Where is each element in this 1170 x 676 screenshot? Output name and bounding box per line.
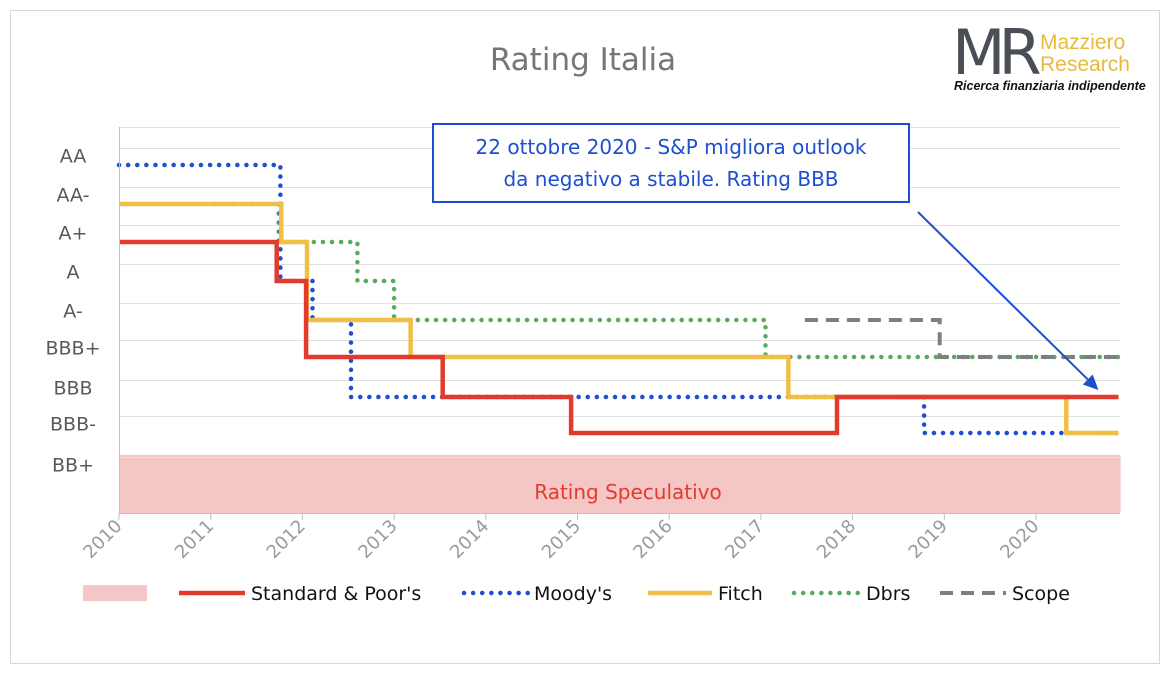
series-fitch-line [119,201,1119,436]
annotation-arrow [917,211,1089,381]
annotation-box: 22 ottobre 2020 - S&P migliora outlook d… [432,123,910,203]
y-tick-label: A [67,262,80,284]
logo-tagline: Ricerca finanziaria indipendente [954,79,1146,93]
x-tick-label: 2010 [79,516,126,563]
annotation-arrowhead [1082,374,1099,390]
x-tick-label: 2015 [538,516,585,563]
speculative-region [119,455,1121,513]
x-tick-label: 2020 [996,516,1043,563]
x-tick-label: 2018 [813,516,860,563]
y-tick-label: BB+ [52,455,94,477]
x-tick-label: 2016 [629,516,676,563]
annotation-line-2: da negativo a stabile. Rating BBB [503,167,839,191]
annotation-line-1: 22 ottobre 2020 - S&P migliora outlook [475,135,867,159]
series-scope-line [804,318,1119,359]
legend-label-fitch: Fitch [718,583,763,605]
legend-label-standard-poor-s: Standard & Poor's [251,583,421,605]
legend-label-moody-s: Moody's [534,583,612,605]
x-tick-label: 2012 [263,516,310,563]
x-tick-label: 2019 [905,516,952,563]
y-tick-label: A+ [59,223,88,245]
x-tick-label: 2014 [446,516,493,563]
x-tick-label: 2013 [354,516,401,563]
y-tick-label: AA- [57,185,90,207]
x-tick-label: 2011 [171,516,218,563]
y-tick-label: AA [60,146,87,168]
y-tick-label: BBB [53,378,92,400]
y-tick-label: A- [63,301,82,323]
logo-name: Mazziero Research [1040,32,1130,76]
chart-title: Rating Italia [490,42,676,78]
mazziero-logo: MR Mazziero Research Ricerca finanziaria… [952,16,1152,104]
speculative-region-label: Rating Speculativo [534,480,722,504]
legend-swatch-speculative [83,585,147,601]
chart-frame [10,10,1160,664]
series-standard-poor-s-line [119,239,1119,436]
legend-label-dbrs: Dbrs [866,583,910,605]
legend-label-scope: Scope [1012,583,1070,605]
x-tick-label: 2017 [721,516,768,563]
logo-name-line1: Mazziero [1040,31,1126,54]
logo-name-line2: Research [1040,53,1130,76]
y-tick-label: BBB- [50,414,96,436]
y-tick-label: BBB+ [45,338,100,360]
logo-mark: MR [952,16,1042,89]
